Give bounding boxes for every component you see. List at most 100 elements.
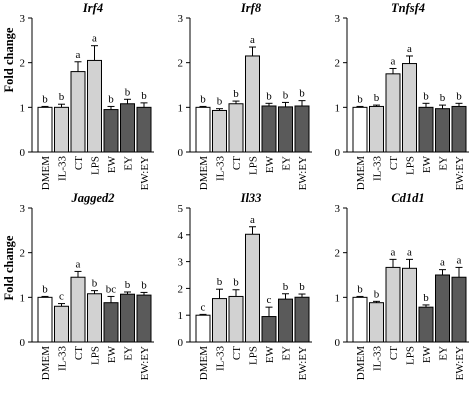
x-tick-label: EY [438, 156, 450, 171]
panel-title: Jagged2 [70, 191, 114, 205]
bar-ew [261, 105, 277, 153]
x-tick-label: EW [264, 345, 276, 363]
x-tick-label: DMEM [355, 156, 367, 190]
significance-letter: a [250, 34, 255, 46]
bar-dmem [195, 106, 211, 153]
bar-ey [120, 103, 135, 153]
x-tick-label: IL-33 [215, 156, 227, 182]
significance-letter: c [267, 294, 272, 306]
x-tick-label: EY [438, 346, 450, 361]
y-tick-label: 4 [178, 230, 184, 242]
y-tick-label: 0 [335, 147, 341, 159]
significance-letter: a [250, 214, 255, 226]
bar-lps [87, 293, 102, 343]
y-axis-label-bottom: Fold change [2, 235, 16, 300]
panel-title: Cd1d1 [391, 191, 424, 205]
significance-letter: b [456, 90, 462, 102]
x-tick-label: IL-33 [372, 346, 384, 372]
bar-dmem [195, 314, 211, 343]
x-tick-label: DMEM [355, 346, 367, 380]
significance-letter: b [299, 88, 305, 100]
significance-letter: a [457, 254, 462, 266]
bar-ew-ey [136, 106, 152, 153]
bar-lps [87, 59, 102, 153]
y-tick-label: 3 [178, 13, 184, 25]
y-tick-label: 3 [178, 257, 184, 269]
panel-title: Irf4 [82, 1, 103, 15]
panel-tnfsf4: Tnfsf4 0 1 2 3 b DMEM b IL-33 a CT a LPS b EW b EY b EW:EY [335, 1, 469, 190]
bar-ew [418, 106, 434, 153]
y-tick-label: 0 [20, 337, 26, 349]
x-tick-label: EW:EY [139, 346, 151, 380]
significance-letter: c [201, 301, 206, 313]
x-tick-label: EW:EY [297, 346, 309, 380]
x-tick-label: EW [421, 155, 433, 173]
x-tick-label: EW [106, 155, 118, 173]
bar-lps [245, 55, 260, 153]
significance-letter: a [440, 257, 445, 269]
bar-il-33 [212, 109, 227, 153]
x-tick-label: DMEM [40, 156, 52, 190]
significance-letter: b [283, 89, 289, 101]
y-tick-label: 2 [20, 248, 26, 260]
y-tick-label: 0 [178, 337, 184, 349]
significance-letter: a [407, 43, 412, 55]
bar-il-33 [369, 302, 384, 343]
significance-letter: a [76, 49, 81, 61]
significance-letter: b [92, 278, 98, 290]
y-tick-label: 1 [20, 102, 26, 114]
bar-il-33 [54, 305, 69, 343]
x-tick-label: DMEM [40, 346, 52, 380]
significance-letter: b [42, 283, 48, 295]
bar-dmem [352, 296, 368, 343]
bar-ew [103, 302, 119, 343]
bar-ey [435, 274, 450, 343]
y-tick-label: 1 [178, 310, 184, 322]
x-tick-label: IL-33 [57, 156, 69, 182]
bar-ct [228, 103, 244, 153]
x-tick-label: LPS [248, 346, 260, 365]
bar-ct [228, 295, 244, 343]
significance-letter: b [42, 93, 48, 105]
significance-letter: a [391, 246, 396, 258]
x-tick-label: EW [264, 155, 276, 173]
significance-letter: b [423, 90, 429, 102]
significance-letter: b [374, 92, 380, 104]
y-tick-label: 0 [335, 337, 341, 349]
significance-letter: b [357, 93, 363, 105]
x-tick-label: IL-33 [215, 346, 227, 372]
bar-lps [245, 233, 260, 343]
significance-letter: b [125, 279, 131, 291]
x-tick-label: EW [421, 345, 433, 363]
y-tick-label: 0 [20, 147, 26, 159]
bar-ew [103, 109, 119, 153]
significance-letter: bc [106, 283, 117, 295]
panel-irf8: Irf8 0 1 2 3 b DMEM b IL-33 b CT a LPS b EW b EY b EW:EY [178, 1, 312, 190]
bar-lps [402, 63, 417, 153]
significance-letter: b [200, 93, 206, 105]
x-tick-label: LPS [90, 156, 102, 175]
panel-il33: Il33 0 1 2 3 4 5 c DMEM b IL-33 b CT a LPS c EW b EY b EW:EY [178, 191, 312, 380]
significance-letter: a [391, 55, 396, 67]
x-tick-label: CT [388, 346, 400, 360]
significance-letter: b [217, 96, 223, 108]
x-tick-label: CT [388, 156, 400, 170]
x-tick-label: CT [231, 156, 243, 170]
x-tick-label: EW:EY [139, 156, 151, 190]
bar-ct [385, 73, 401, 153]
bar-ew-ey [294, 105, 310, 153]
x-tick-label: EY [123, 156, 135, 171]
bar-ew-ey [136, 294, 152, 343]
bar-il-33 [369, 105, 384, 153]
y-tick-label: 2 [20, 58, 26, 70]
significance-letter: b [59, 91, 65, 103]
bar-ew-ey [294, 296, 310, 343]
x-tick-label: CT [73, 156, 85, 170]
x-tick-label: LPS [248, 156, 260, 175]
y-tick-label: 3 [335, 13, 341, 25]
bar-lps [402, 267, 417, 343]
bar-ew [261, 316, 277, 343]
bar-dmem [37, 296, 53, 343]
x-tick-label: EW [106, 345, 118, 363]
